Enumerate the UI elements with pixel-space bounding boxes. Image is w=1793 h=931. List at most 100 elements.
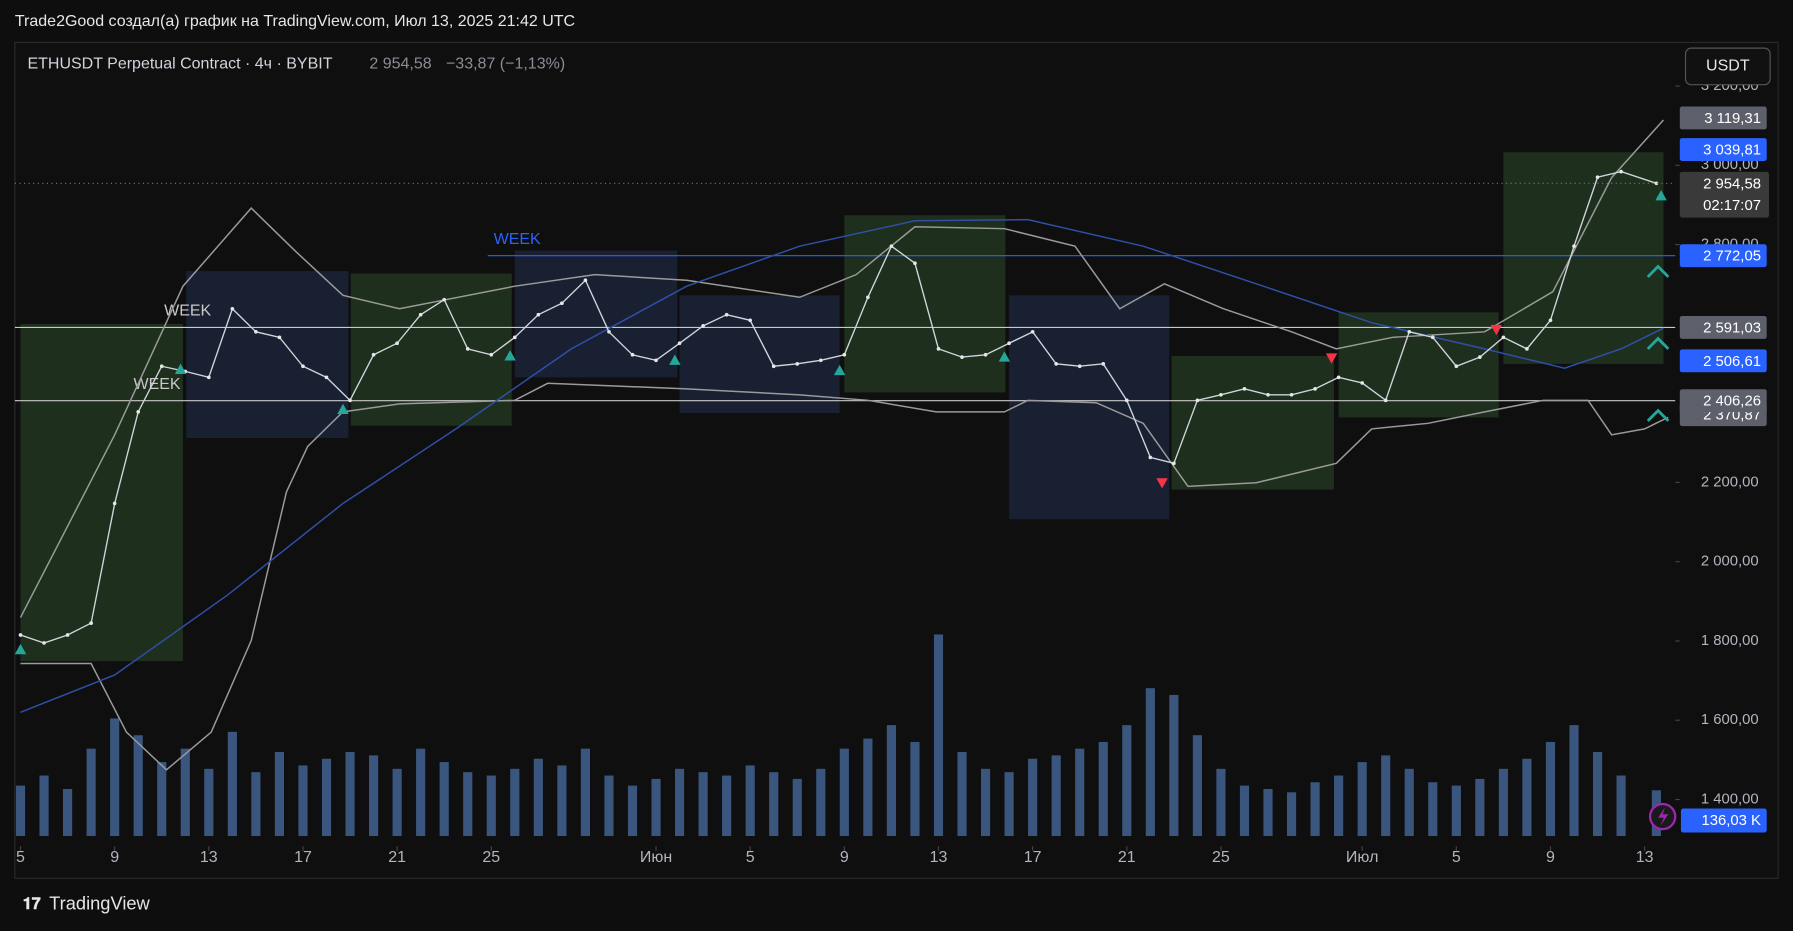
signal [1655, 190, 1667, 201]
volume-bar [1475, 778, 1485, 836]
price-point [771, 364, 776, 369]
volume-bar [204, 768, 214, 836]
volume-bar [839, 748, 849, 836]
legend-change: −33,87 (−1,13%) [446, 55, 565, 72]
volume-bar [1169, 694, 1179, 836]
signal [174, 363, 187, 374]
price-point [748, 318, 753, 323]
volume-bar [1522, 758, 1532, 836]
volume-bar [722, 775, 732, 836]
price-point [112, 501, 117, 506]
volume-bar [157, 762, 167, 836]
price-point [371, 352, 376, 357]
volume-bar [1286, 792, 1297, 836]
week-zone [1009, 295, 1170, 520]
volume-bar [980, 768, 991, 836]
signal [14, 643, 27, 655]
volume-bar [133, 735, 143, 836]
price-point [1077, 364, 1082, 369]
volume-bar [604, 775, 614, 836]
price-point [230, 306, 235, 311]
volume-bar [1310, 782, 1320, 836]
volume-bar [227, 731, 237, 836]
week-zone [1503, 152, 1664, 364]
volume-bar [86, 748, 96, 836]
x-tick-label: 13 [930, 849, 948, 866]
price-point [842, 352, 847, 357]
volume-bar [439, 762, 449, 836]
price-point [1430, 335, 1435, 340]
axis-price-label-box [1679, 106, 1767, 130]
volume-bar [15, 785, 26, 836]
volume-label: 136,03 K [1701, 813, 1761, 829]
signal [337, 403, 349, 414]
x-tick-label: 9 [1546, 849, 1555, 866]
week-zone [844, 215, 1006, 393]
price-point [1383, 398, 1388, 403]
chevron [1646, 264, 1670, 278]
currency-button[interactable] [1684, 47, 1771, 86]
volume-bar [1545, 741, 1556, 836]
signal [669, 354, 681, 365]
last-price-label: 2 954,58 [1703, 176, 1761, 192]
volume-bar [416, 748, 426, 836]
price-point [536, 312, 541, 317]
y-tick-label: 1 600,00 [1701, 712, 1759, 728]
signal [833, 364, 846, 376]
legend-last: 2 954,58 [369, 55, 431, 72]
price-point [89, 621, 93, 625]
volume-bar [816, 768, 826, 836]
price-point [159, 364, 164, 369]
price-point [936, 346, 941, 351]
volume-bar [674, 768, 685, 836]
price-point [348, 398, 352, 403]
header: Trade2Good создал(а) график на TradingVi… [15, 13, 575, 30]
volume-bar [792, 778, 802, 836]
volume-bar [110, 718, 120, 836]
volume-bar [1075, 748, 1085, 836]
volume-bar [1098, 741, 1108, 836]
volume-bar [1616, 775, 1626, 836]
price-point [630, 352, 635, 357]
chevron [1646, 336, 1670, 350]
price-point [1525, 346, 1529, 351]
x-tick-label: 17 [294, 849, 312, 866]
last-price-box [1679, 171, 1769, 218]
price-point [795, 362, 800, 366]
signal [998, 351, 1011, 362]
volume-bar [910, 741, 920, 836]
level-price-label-box [1679, 315, 1767, 339]
price-point [1454, 364, 1459, 369]
x-tick-label: 21 [1118, 849, 1136, 866]
y-tick-label: 1 400,00 [1701, 791, 1759, 807]
x-tick-label: 5 [16, 849, 25, 866]
price-point [983, 352, 988, 357]
level-label: WEEK [133, 376, 180, 393]
y-tick-label: 2 000,00 [1701, 554, 1759, 570]
price-point [418, 312, 423, 317]
volume-bar [274, 752, 285, 836]
price-point [1548, 318, 1553, 323]
price-point [1478, 355, 1482, 359]
price-point [1219, 392, 1223, 397]
price-point [701, 323, 705, 328]
volume-bar [957, 752, 967, 836]
volume-bar [63, 788, 73, 836]
x-tick-label: 17 [1024, 849, 1042, 866]
volume-bar [345, 752, 355, 836]
price-point [1030, 329, 1035, 334]
volume-bar [769, 772, 779, 836]
x-tick-label: 5 [746, 849, 755, 866]
x-tick-label: 25 [482, 849, 500, 866]
volume-bar [627, 785, 638, 836]
x-tick-label: Июн [640, 849, 672, 866]
level-price-label: 2 406,26 [1703, 394, 1761, 410]
price-point [1124, 398, 1129, 403]
x-tick-label: 9 [840, 849, 849, 866]
level-label: WEEK [164, 303, 211, 320]
volume-label-box [1680, 808, 1767, 833]
currency[interactable]: USDT [1706, 58, 1750, 75]
price-point [560, 301, 564, 306]
week-zone [1171, 355, 1334, 490]
price-point [913, 261, 917, 266]
